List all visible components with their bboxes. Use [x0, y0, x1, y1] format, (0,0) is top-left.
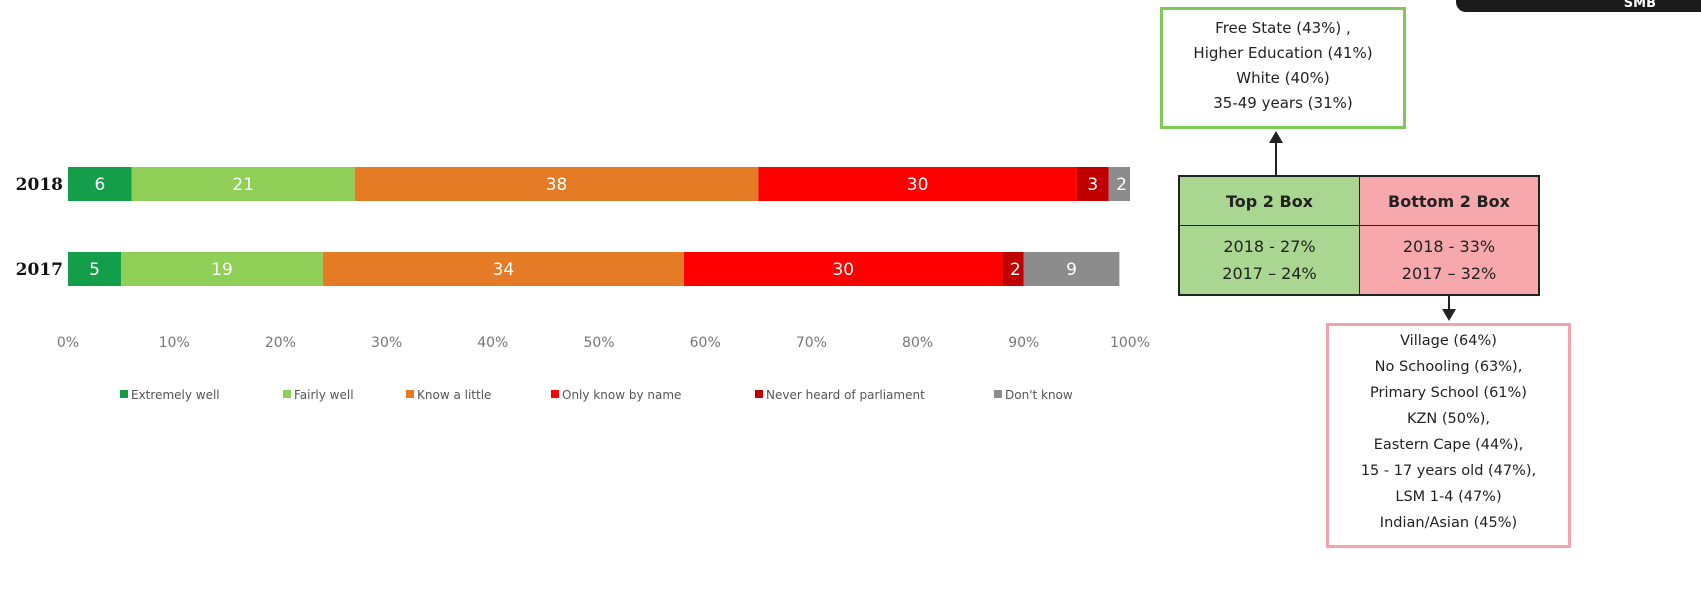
bottom-callout-line: 15 - 17 years old (47%), — [1360, 463, 1537, 479]
data-label: 6 — [94, 175, 105, 195]
x-tick-label: 50% — [583, 335, 614, 351]
arrow-down-line — [1448, 296, 1450, 312]
top-2-box-2018: 2018 - 27% — [1223, 237, 1316, 256]
legend-swatch — [283, 390, 291, 398]
bar-segment — [1023, 252, 1120, 286]
legend-swatch — [406, 390, 414, 398]
arrow-down-head — [1442, 309, 1456, 321]
legend-label: Only know by name — [562, 388, 681, 402]
data-label: 30 — [832, 260, 854, 280]
bottom-callout-line: No Schooling (63%), — [1374, 359, 1523, 375]
bottom-callout-line: Primary School (61%) — [1370, 385, 1527, 401]
bottom-2-box-header: Bottom 2 Box — [1360, 177, 1538, 226]
bar-segment — [1002, 252, 1024, 286]
arrow-up-head — [1269, 131, 1283, 143]
bar-segment — [68, 252, 122, 286]
bottom-callout-line: KZN (50%), — [1406, 411, 1491, 427]
top-2-box-header: Top 2 Box — [1180, 177, 1360, 226]
data-label: 30 — [907, 175, 929, 195]
data-label: 21 — [232, 175, 254, 195]
bar-segment — [121, 252, 323, 286]
x-tick-label: 10% — [159, 335, 190, 351]
data-label: 34 — [493, 260, 515, 280]
top-2-box-2017: 2017 – 24% — [1222, 264, 1317, 283]
bottom-callout-line: Indian/Asian (45%) — [1379, 515, 1518, 531]
top-callout: Free State (43%) , Higher Education (41%… — [1160, 7, 1406, 129]
x-tick-label: 60% — [690, 335, 721, 351]
x-tick-label: 80% — [902, 335, 933, 351]
bar-segment — [68, 167, 132, 201]
data-label: 3 — [1087, 175, 1098, 195]
top-callout-line: Higher Education (41%) — [1193, 44, 1373, 62]
bottom-2-box-values: 2018 - 33% 2017 – 32% — [1360, 226, 1538, 294]
bottom-callout: Village (64%) No Schooling (63%), Primar… — [1326, 323, 1571, 548]
corner-tab: SMB — [1456, 0, 1701, 12]
top-callout-line: 35-49 years (31%) — [1213, 94, 1353, 112]
legend-swatch — [120, 390, 128, 398]
data-label: 19 — [211, 260, 233, 280]
legend-swatch — [994, 390, 1002, 398]
top-callout-line: Free State (43%) , — [1215, 19, 1351, 37]
bar-segment — [683, 252, 1003, 286]
data-label: 38 — [546, 175, 568, 195]
legend-label: Know a little — [417, 388, 491, 402]
x-tick-label: 40% — [477, 335, 508, 351]
bottom-2-box-2017: 2017 – 32% — [1401, 264, 1497, 283]
x-tick-label: 100% — [1110, 335, 1150, 351]
bottom-callout-line: Village (64%) — [1400, 333, 1497, 349]
legend-label: Never heard of parliament — [766, 388, 925, 402]
top-2-box-values: 2018 - 27% 2017 – 24% — [1180, 226, 1360, 294]
top-callout-line: White (40%) — [1236, 69, 1330, 87]
legend-label: Don't know — [1005, 388, 1073, 402]
bar-segment — [322, 252, 684, 286]
bottom-2-box-2018: 2018 - 33% — [1402, 237, 1496, 256]
x-tick-label: 90% — [1008, 335, 1039, 351]
bar-segment — [354, 167, 759, 201]
x-tick-label: 70% — [796, 335, 827, 351]
legend-label: Fairly well — [294, 388, 354, 402]
bar-segment — [758, 167, 1077, 201]
legend-swatch — [755, 390, 763, 398]
x-tick-label: 30% — [371, 335, 402, 351]
data-label: 5 — [89, 260, 100, 280]
top-bottom-box-table: Top 2 Box Bottom 2 Box 2018 - 27% 2017 –… — [1178, 175, 1540, 296]
bar-segment — [1076, 167, 1109, 201]
data-label: 9 — [1066, 260, 1077, 280]
category-label: 2018 — [16, 175, 63, 195]
x-tick-label: 0% — [57, 335, 79, 351]
bar-segment — [131, 167, 355, 201]
bottom-callout-line: Eastern Cape (44%), — [1373, 437, 1524, 453]
data-label: 2 — [1116, 175, 1127, 195]
category-label: 2017 — [16, 260, 63, 280]
legend-label: Extremely well — [131, 388, 220, 402]
bottom-callout-line: LSM 1-4 (47%) — [1395, 489, 1502, 505]
bar-segment — [1108, 167, 1130, 201]
x-tick-label: 20% — [265, 335, 296, 351]
data-label: 2 — [1010, 260, 1021, 280]
legend-swatch — [551, 390, 559, 398]
arrow-up-line — [1275, 140, 1277, 176]
